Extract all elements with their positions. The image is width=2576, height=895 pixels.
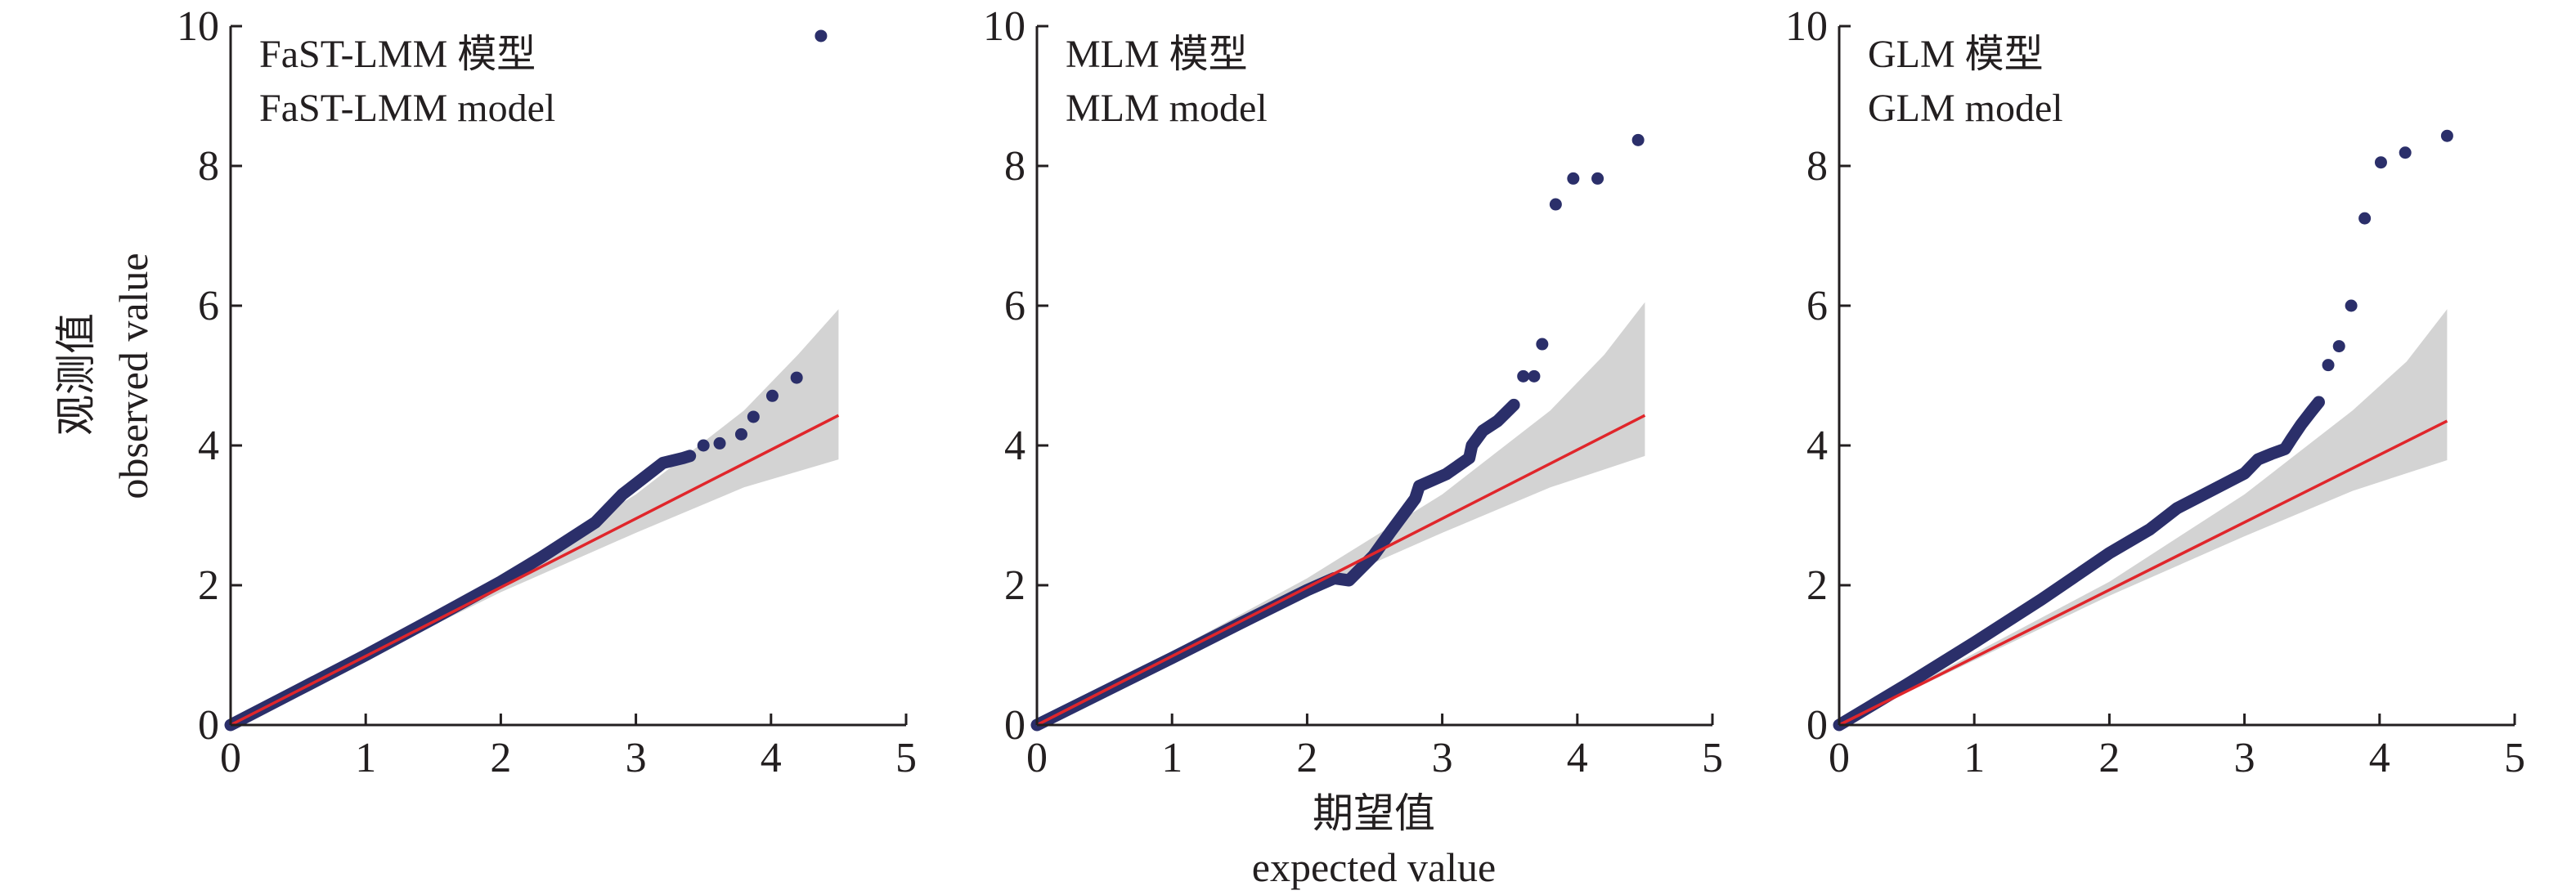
x-tick-label: 1 bbox=[1161, 735, 1183, 781]
reference-line bbox=[1036, 414, 1646, 727]
panel-title-en: MLM model bbox=[1066, 87, 1268, 130]
data-point bbox=[2399, 146, 2412, 159]
panel-title-en: FaST-LMM model bbox=[259, 87, 555, 130]
data-point bbox=[1591, 172, 1604, 185]
x-axis-title-cn: 期望值 bbox=[1313, 790, 1435, 836]
x-tick-label: 3 bbox=[2234, 735, 2255, 781]
reference-line bbox=[1838, 419, 2448, 727]
data-point bbox=[2374, 156, 2387, 169]
x-tick-label: 3 bbox=[626, 735, 647, 781]
y-tick-label: 0 bbox=[1806, 702, 1828, 749]
x-tick-label: 2 bbox=[2098, 735, 2120, 781]
x-axis-title-en: expected value bbox=[1252, 844, 1496, 890]
x-tick-label: 1 bbox=[355, 735, 376, 781]
x-tick-label: 4 bbox=[761, 735, 782, 781]
x-tick-label: 4 bbox=[2369, 735, 2390, 781]
panel-title-en: GLM model bbox=[1868, 87, 2063, 130]
observed-points-curve bbox=[1833, 396, 2325, 732]
y-tick-label: 10 bbox=[1785, 3, 1828, 50]
y-tick-label: 4 bbox=[198, 423, 219, 469]
data-point bbox=[2358, 212, 2372, 225]
panel-2: 0 2 4 6 8 10 0 1 2 3 4 5 MLM 模型 MLM model bbox=[983, 3, 1723, 781]
x-tick-label: 5 bbox=[1702, 735, 1723, 781]
confidence-band bbox=[231, 309, 839, 725]
y-tick-label: 6 bbox=[1806, 283, 1828, 329]
panel-title-cn: FaST-LMM 模型 bbox=[259, 33, 536, 76]
x-tick-label: 2 bbox=[490, 735, 511, 781]
x-tick-label: 5 bbox=[2504, 735, 2525, 781]
y-tick-label: 10 bbox=[177, 3, 219, 50]
y-tick-label: 6 bbox=[198, 283, 219, 329]
y-tick-label: 0 bbox=[1004, 702, 1025, 749]
data-point bbox=[815, 29, 828, 43]
x-tick-label: 0 bbox=[220, 735, 241, 781]
x-tick-label: 5 bbox=[895, 735, 917, 781]
data-point bbox=[790, 371, 803, 384]
x-tick-label: 2 bbox=[1296, 735, 1317, 781]
x-tick-label: 0 bbox=[1026, 735, 1048, 781]
x-tick-label: 0 bbox=[1829, 735, 1850, 781]
data-point bbox=[734, 427, 747, 441]
data-point bbox=[2345, 299, 2358, 312]
x-tick-label: 3 bbox=[1432, 735, 1453, 781]
data-point bbox=[765, 389, 779, 402]
y-tick-label: 8 bbox=[198, 143, 219, 190]
y-axis-title-en: observed value bbox=[110, 253, 156, 499]
observed-points-curve bbox=[224, 450, 697, 732]
data-point bbox=[1549, 198, 1562, 211]
confidence-band bbox=[1037, 302, 1645, 726]
panel-1: 0 2 4 6 8 10 0 1 2 3 4 5 FaST-LMM 模型 FaST-LMM model bbox=[177, 3, 917, 781]
x-tick-label: 1 bbox=[1963, 735, 1985, 781]
data-point bbox=[697, 439, 710, 452]
y-tick-label: 6 bbox=[1004, 283, 1025, 329]
y-tick-label: 8 bbox=[1004, 143, 1025, 190]
y-tick-label: 2 bbox=[1806, 562, 1828, 609]
panel-title-cn: MLM 模型 bbox=[1066, 33, 1248, 76]
data-point bbox=[2322, 359, 2335, 372]
y-tick-label: 2 bbox=[1004, 562, 1025, 609]
data-point bbox=[747, 410, 760, 423]
data-point bbox=[2440, 129, 2453, 142]
data-point bbox=[713, 436, 726, 450]
observed-points-curve bbox=[1030, 398, 1520, 732]
panel-title-cn: GLM 模型 bbox=[1868, 33, 2044, 76]
y-tick-label: 4 bbox=[1806, 423, 1828, 469]
data-point bbox=[1631, 133, 1645, 146]
y-tick-label: 2 bbox=[198, 562, 219, 609]
panel-3: 0 2 4 6 8 10 0 1 2 3 4 5 GLM 模型 GLM model bbox=[1785, 3, 2525, 781]
y-tick-label: 10 bbox=[983, 3, 1025, 50]
y-tick-label: 4 bbox=[1004, 423, 1025, 469]
y-tick-label: 8 bbox=[1806, 143, 1828, 190]
data-point bbox=[1528, 369, 1541, 383]
y-axis-title-cn: 观测值 bbox=[53, 313, 99, 436]
data-point bbox=[1567, 172, 1580, 185]
data-point bbox=[1536, 338, 1549, 351]
data-point bbox=[1517, 369, 1530, 383]
data-point bbox=[2332, 340, 2345, 353]
x-tick-label: 4 bbox=[1567, 735, 1588, 781]
y-tick-label: 0 bbox=[198, 702, 219, 749]
reference-line bbox=[230, 414, 840, 727]
